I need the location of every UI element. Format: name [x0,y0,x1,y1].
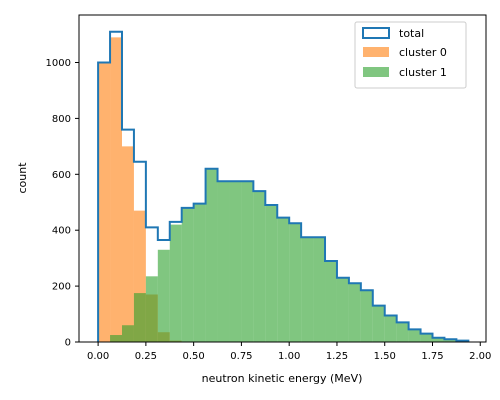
cluster-1-bar [396,322,409,342]
y-axis-ticks: 0 200 400 600 800 1000 [46,58,79,349]
y-tick-label: 0 [65,338,71,349]
cluster-1-bar [145,276,158,342]
cluster-1-bar [289,223,302,342]
cluster-1-bar [432,337,445,342]
y-tick-label: 600 [52,170,71,181]
cluster-1-bar [181,207,194,342]
cluster-1-bar [205,168,218,342]
cluster-1-bar [121,325,134,342]
x-tick-label: 0.75 [230,351,252,362]
x-axis-label: neutron kinetic energy (MeV) [202,372,363,385]
legend-swatch-total [362,27,390,39]
legend-swatch-cluster-0 [363,47,389,57]
cluster-1-bar [265,205,278,342]
cluster-0-bar [133,210,146,342]
legend-label-cluster-1: cluster 1 [399,66,447,79]
plot-frame [78,14,487,343]
x-tick-label: 1.75 [421,351,443,362]
cluster-1-bars [110,168,469,342]
y-axis-label: count [16,162,29,194]
cluster-1-bar [193,203,206,342]
cluster-1-bar [444,339,457,342]
cluster-1-bar [110,335,122,342]
x-tick-label: 1.50 [374,351,396,362]
legend-swatch-cluster-1 [363,67,389,77]
cluster-1-bar [313,237,326,342]
cluster-1-bar [301,237,314,342]
cluster-1-bar [277,217,290,342]
x-tick-label: 1.00 [278,351,300,362]
cluster-1-bar [253,191,266,342]
y-tick-label: 200 [52,282,71,293]
cluster-1-bar [348,283,361,342]
legend: total cluster 0 cluster 1 [354,21,467,89]
x-tick-label: 0.25 [135,351,157,362]
cluster-0-bar [98,62,111,343]
legend-label-cluster-0: cluster 0 [399,46,447,59]
cluster-1-bar [157,249,170,342]
cluster-1-bar [325,260,337,342]
cluster-1-bar [169,224,182,342]
y-tick-label: 400 [52,226,71,237]
cluster-0-bar [121,146,134,342]
cluster-1-bar [360,290,373,342]
cluster-1-bar [372,305,385,342]
cluster-1-bar [384,315,397,342]
x-tick-label: 1.25 [326,351,348,362]
cluster-1-bar [133,293,146,342]
y-tick-label: 1000 [46,58,71,69]
x-axis-ticks: 0.00 0.25 0.50 0.75 1.00 1.25 1.50 1.75 2.00 [87,342,491,362]
cluster-1-bar [336,277,349,342]
cluster-1-bar [229,181,242,342]
x-tick-label: 0.00 [87,351,109,362]
cluster-1-bar [408,329,421,342]
cluster-1-bar [420,333,433,342]
cluster-0-bar [110,37,122,342]
total-step-line [97,30,470,342]
legend-label-total: total [399,27,424,40]
x-tick-label: 0.50 [183,351,205,362]
y-tick-label: 800 [52,114,71,125]
cluster-1-bar [217,181,230,342]
cluster-1-bar [241,181,254,342]
x-tick-label: 2.00 [469,351,491,362]
